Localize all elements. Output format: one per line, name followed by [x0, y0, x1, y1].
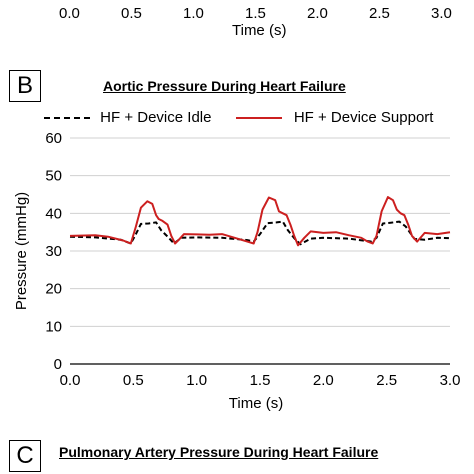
y-tick-label: 60 [45, 130, 62, 147]
y-tick-label: 0 [54, 356, 62, 373]
y-tick-label: 30 [45, 243, 62, 260]
top-x-tick-label: 1.5 [245, 5, 266, 22]
panel-label-b: B [9, 70, 41, 102]
legend-swatch-idle [44, 117, 90, 120]
legend: HF + Device Idle HF + Device Support [44, 109, 433, 126]
top-x-tick-label: 3.0 [431, 5, 452, 22]
top-x-tick-label: 2.0 [307, 5, 328, 22]
x-tick-label: 1.5 [250, 372, 271, 389]
y-tick-label: 20 [45, 281, 62, 298]
panel-label-c: C [9, 440, 41, 472]
x-tick-label: 1.0 [186, 372, 207, 389]
y-axis-label: Pressure (mmHg) [13, 192, 30, 310]
y-tick-labels: 0 10 20 30 40 50 60 [45, 130, 62, 373]
x-tick-labels: 0.0 0.5 1.0 1.5 2.0 2.5 3.0 [60, 372, 461, 389]
top-panel-x-label: Time (s) [232, 22, 287, 39]
x-axis-label: Time (s) [229, 395, 283, 412]
x-tick-label: 3.0 [440, 372, 461, 389]
y-tick-label: 10 [45, 318, 62, 335]
x-tick-label: 0.0 [60, 372, 81, 389]
series-line-device-idle [69, 220, 451, 246]
top-x-tick-label: 1.0 [183, 5, 204, 22]
legend-swatch-support [235, 117, 282, 120]
x-tick-label: 2.0 [313, 372, 334, 389]
y-tick-label: 40 [45, 205, 62, 222]
top-x-tick-label: 0.0 [59, 5, 80, 22]
chart-series [69, 196, 451, 247]
top-x-tick-label: 2.5 [369, 5, 390, 22]
top-x-tick-label: 0.5 [121, 5, 142, 22]
x-tick-label: 0.5 [123, 372, 144, 389]
chart-title: Aortic Pressure During Heart Failure [103, 78, 346, 94]
legend-label-support: HF + Device Support [293, 109, 434, 126]
legend-label-idle: HF + Device Idle [100, 109, 212, 126]
series-line-device-support [69, 196, 451, 247]
y-tick-label: 50 [45, 168, 62, 185]
x-tick-label: 2.5 [376, 372, 397, 389]
panel-c-title: Pulmonary Artery Pressure During Heart F… [59, 444, 379, 460]
chart-gridlines [70, 137, 450, 365]
